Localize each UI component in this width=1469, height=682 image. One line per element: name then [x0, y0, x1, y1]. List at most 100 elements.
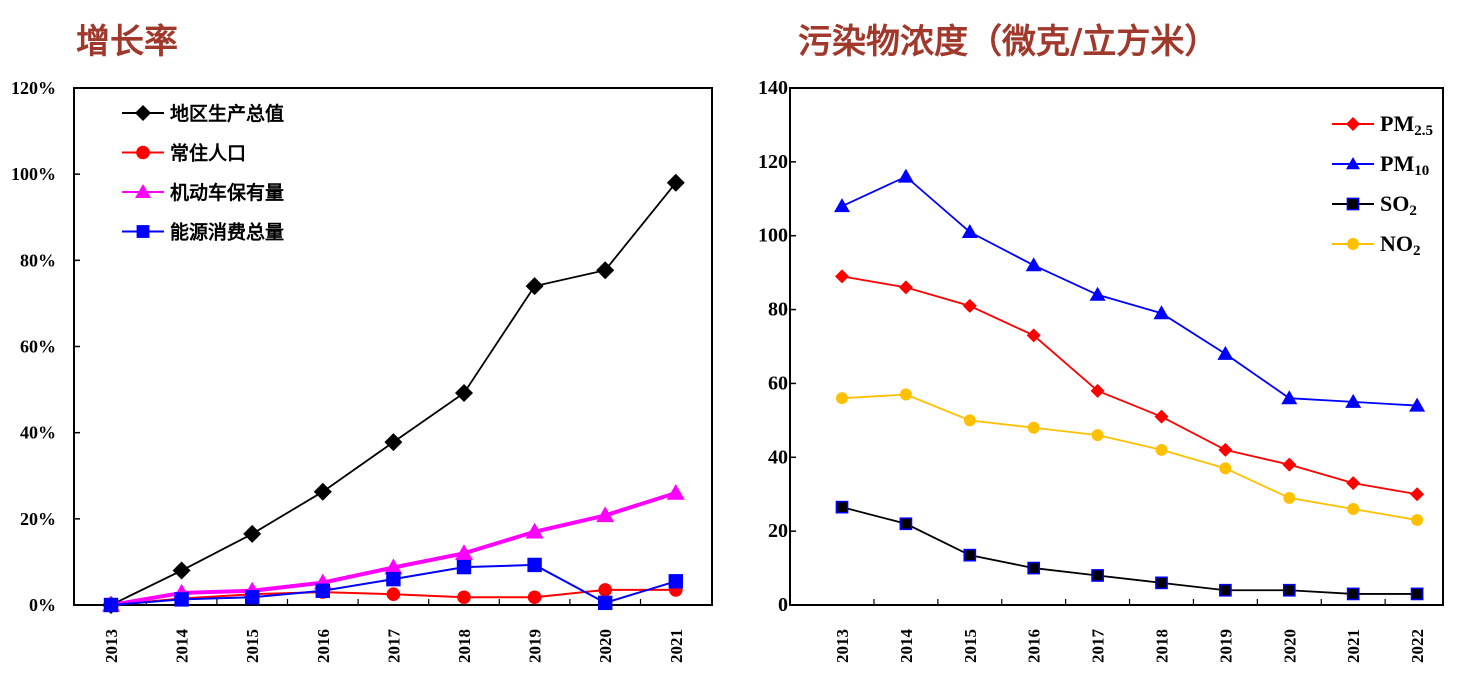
data-point	[666, 483, 685, 500]
data-point	[525, 522, 544, 539]
data-point	[386, 571, 401, 587]
data-point	[836, 392, 848, 405]
data-point	[834, 198, 850, 213]
y-tick-label: 80%	[20, 250, 56, 270]
series-0: 地区生产总值	[102, 102, 685, 614]
series-3: NO2	[836, 231, 1424, 527]
data-point	[103, 597, 119, 613]
x-tick-label: 2022	[1408, 629, 1427, 663]
data-point	[1283, 491, 1296, 504]
data-point	[596, 506, 615, 523]
data-point	[963, 548, 977, 562]
data-point	[1410, 487, 1425, 502]
y-tick-label: 20%	[20, 509, 56, 529]
x-tick-label: 2019	[526, 629, 545, 663]
data-point	[456, 559, 472, 575]
data-point	[666, 173, 685, 192]
x-tick-label: 2019	[1216, 629, 1235, 663]
data-point	[1219, 462, 1232, 475]
data-point	[1091, 569, 1104, 582]
series-0: PM2.5	[835, 111, 1433, 502]
data-point	[1090, 383, 1105, 398]
y-tick-label: 0%	[29, 595, 56, 615]
data-point	[1153, 305, 1170, 320]
data-point	[1346, 476, 1361, 491]
legend-label: NO2	[1380, 231, 1421, 259]
x-tick-label: 2014	[173, 629, 192, 664]
legend-label: PM10	[1380, 151, 1429, 179]
x-tick-label: 2015	[243, 629, 262, 663]
data-point	[386, 587, 401, 602]
data-point	[1091, 429, 1104, 442]
data-point	[962, 298, 977, 313]
y-tick-label: 20	[768, 520, 788, 542]
plot-area	[73, 87, 713, 606]
data-point	[1155, 443, 1168, 456]
data-point	[457, 590, 471, 605]
y-tick-label: 40	[768, 446, 788, 468]
series-line	[841, 275, 1418, 496]
y-tick-label: 100%	[11, 164, 56, 184]
data-point	[1409, 397, 1426, 412]
right-chart-title: 污染物浓度（微克/立方米）	[798, 22, 1219, 62]
data-point	[1282, 457, 1297, 472]
data-point	[313, 482, 332, 501]
left-chart-title: 增长率	[76, 22, 178, 62]
x-tick-label: 2016	[1025, 629, 1044, 663]
chart-0: 0% 20% 40% 60% 80% 100% 120% 2013 2014 2015 2016 20…	[11, 78, 713, 664]
legend-marker	[1346, 157, 1360, 170]
data-point	[455, 384, 473, 403]
legend-marker	[135, 105, 151, 121]
x-tick-label: 2020	[596, 629, 615, 663]
data-point	[1217, 345, 1234, 360]
x-tick-label: 2018	[455, 629, 474, 663]
data-point	[1154, 409, 1169, 424]
legend-subscript: 2	[1409, 203, 1417, 219]
data-point	[899, 517, 913, 531]
chart-1: 0 20 40 60 80 100 120 140 2013 2014 2015 2016 2017 20…	[758, 77, 1444, 664]
data-point	[596, 261, 615, 280]
legend-subscript: 10	[1414, 163, 1429, 179]
legend-label: 能源消费总量	[170, 221, 284, 244]
data-point	[243, 524, 262, 543]
x-tick-label: 2020	[1280, 629, 1299, 663]
data-point	[1411, 514, 1424, 527]
x-tick-label: 2018	[1153, 629, 1172, 663]
data-point	[525, 277, 544, 296]
data-point	[899, 388, 912, 401]
legend-marker	[135, 184, 151, 198]
data-point	[668, 574, 683, 589]
legend-label: SO2	[1380, 191, 1417, 219]
data-point	[1026, 328, 1041, 343]
data-point	[961, 224, 978, 239]
data-point	[1282, 583, 1296, 597]
data-point	[598, 583, 612, 597]
data-point	[897, 168, 914, 183]
x-tick-label: 2021	[1344, 629, 1363, 663]
data-point	[963, 414, 976, 427]
y-tick-label: 100	[758, 225, 788, 247]
data-point	[1347, 503, 1360, 515]
series-2: SO2	[835, 191, 1424, 601]
x-tick-label: 2013	[102, 629, 121, 663]
data-point	[1089, 286, 1106, 301]
x-tick-label: 2013	[833, 629, 852, 663]
series-2: 机动车保有量	[102, 181, 685, 612]
series-line	[841, 393, 1418, 521]
legend-marker	[136, 145, 150, 160]
legend-marker	[1347, 238, 1359, 250]
data-point	[1345, 393, 1362, 408]
x-tick-label: 2017	[1089, 629, 1108, 664]
legend-marker	[1346, 117, 1360, 131]
x-tick-label: 2014	[897, 629, 916, 664]
data-point	[384, 558, 403, 575]
legend-marker	[1346, 197, 1360, 211]
y-tick-label: 60	[768, 372, 788, 394]
data-point	[1155, 576, 1168, 590]
data-point	[1025, 257, 1042, 272]
x-tick-label: 2015	[961, 629, 980, 663]
x-tick-label: 2016	[314, 629, 333, 663]
legend-label: 常住人口	[170, 142, 246, 165]
y-tick-label: 40%	[20, 423, 56, 443]
data-point	[1219, 583, 1232, 597]
